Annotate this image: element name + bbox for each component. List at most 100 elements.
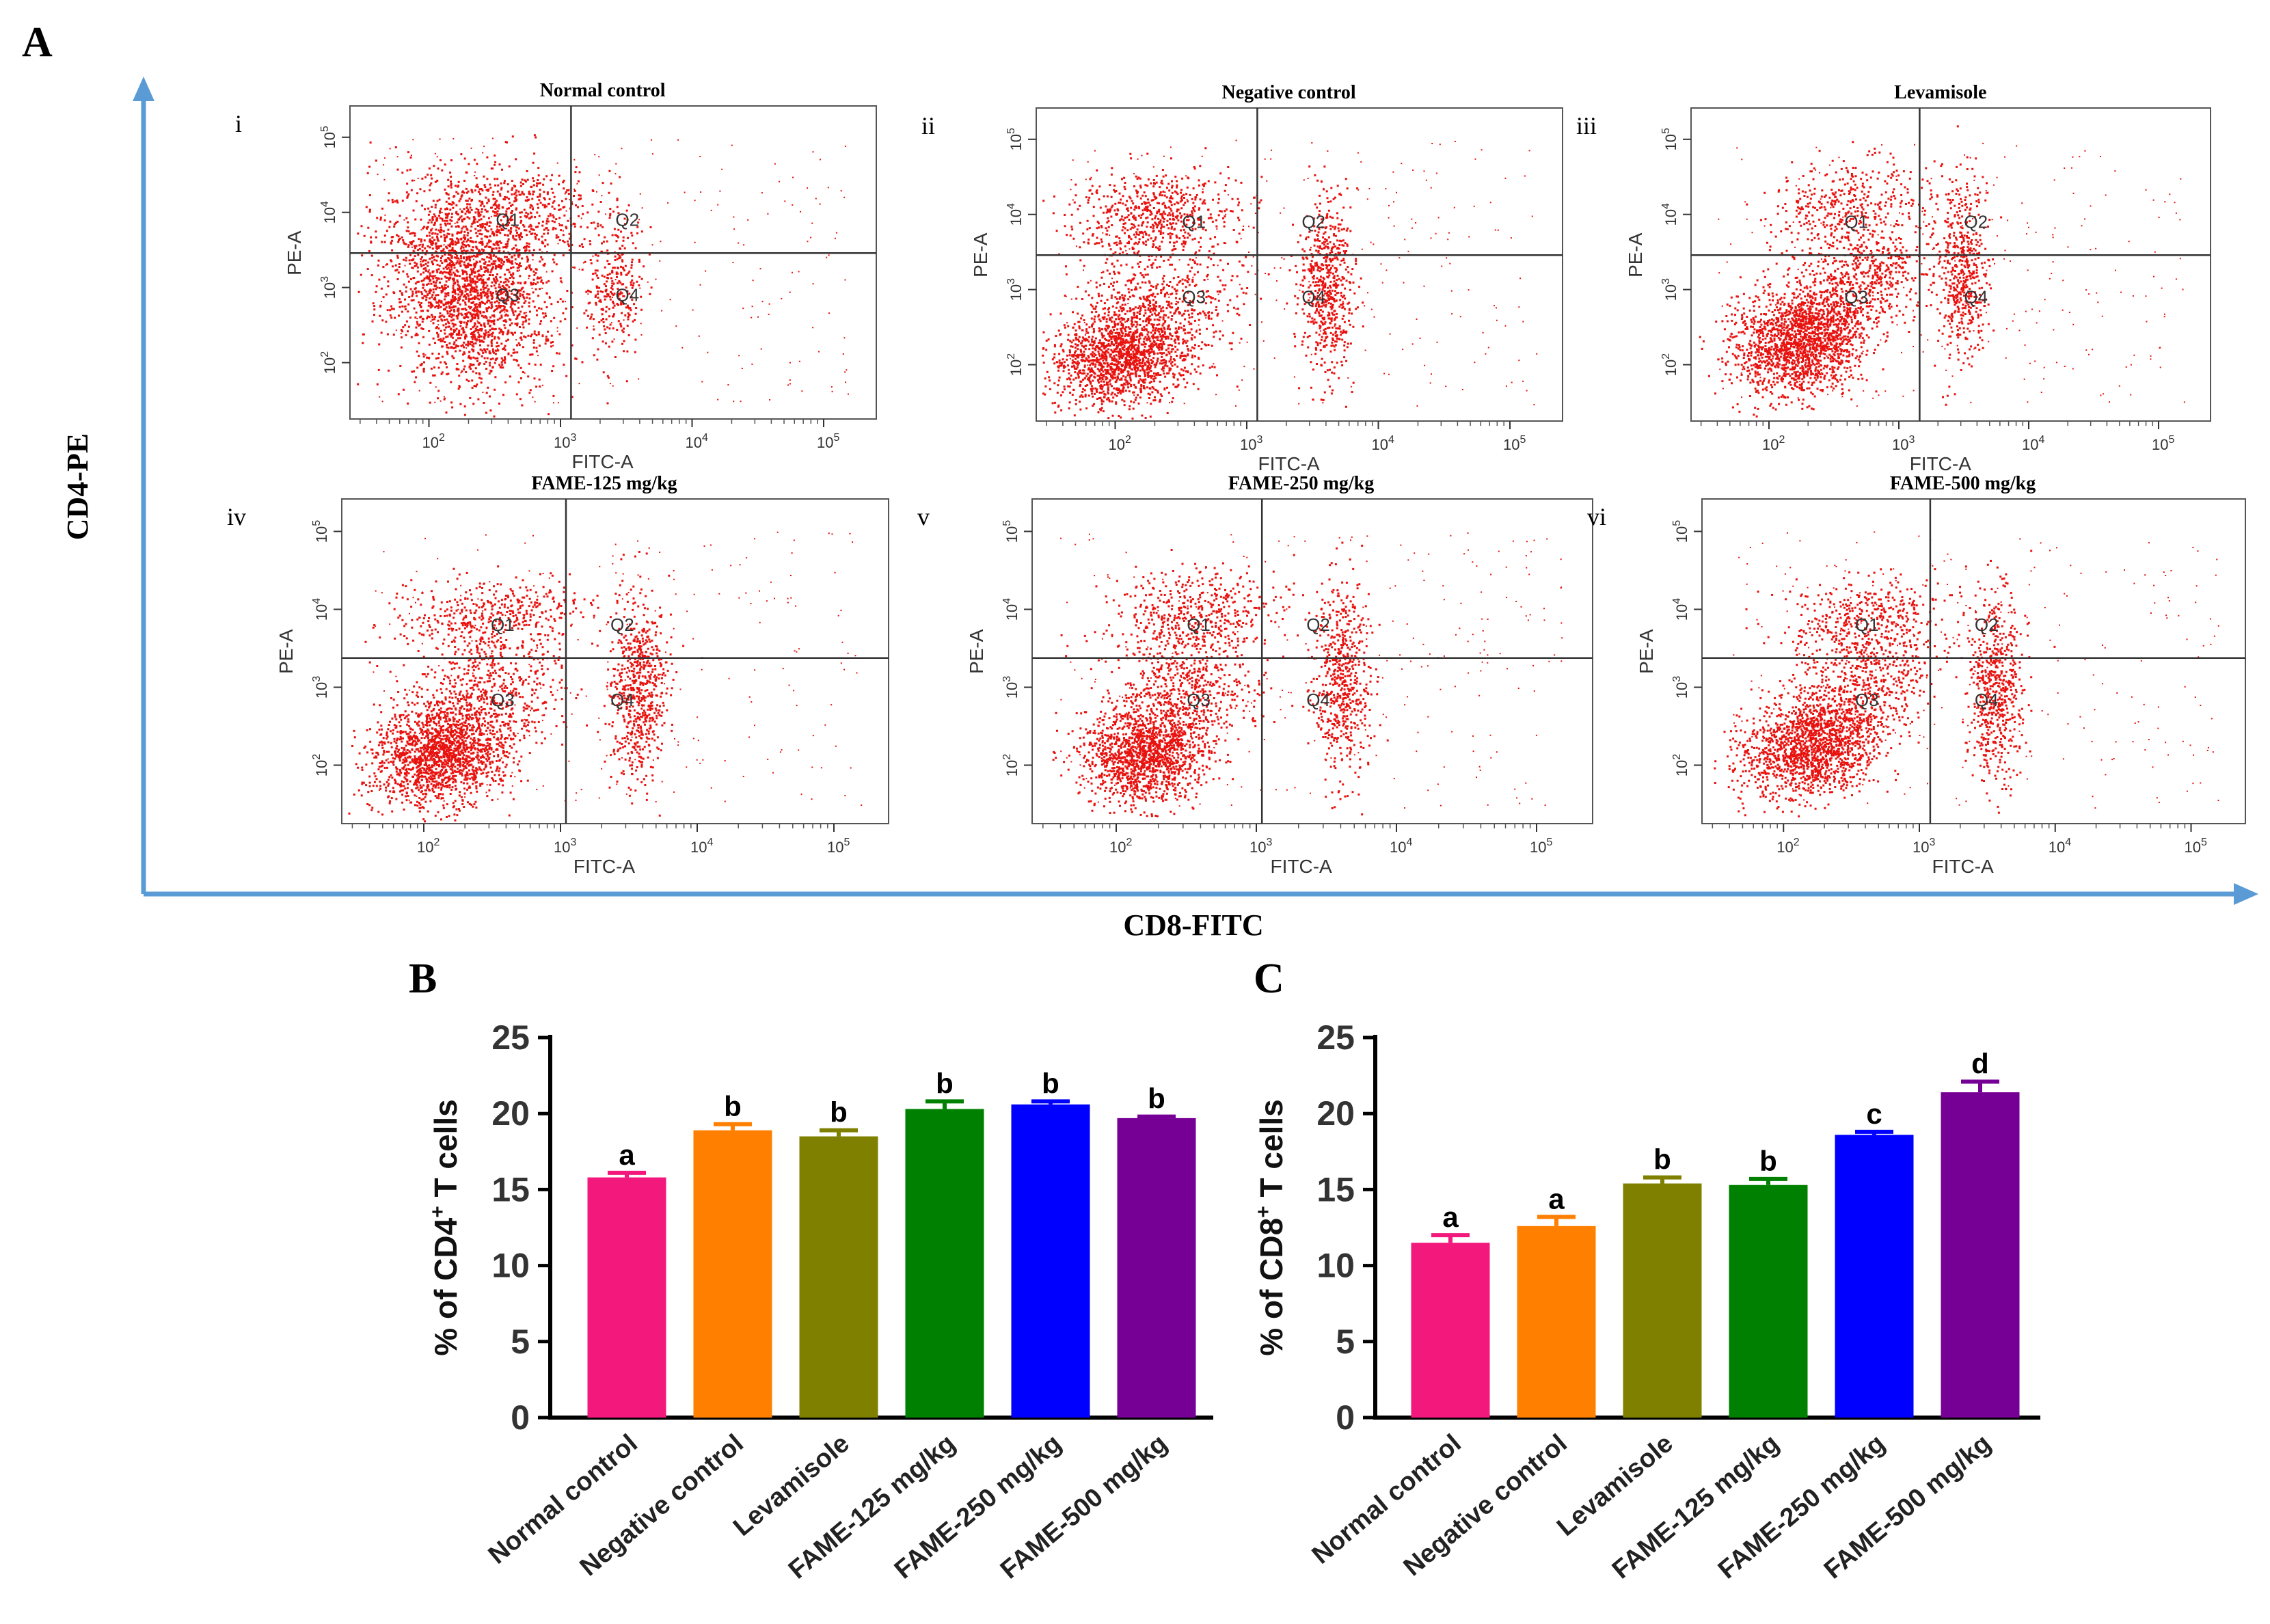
flow-plot-y-label: PE-A — [1625, 232, 1646, 278]
bar — [1011, 1104, 1090, 1418]
x-tick-label: 102 — [422, 432, 445, 451]
flow-plot-dots — [1052, 532, 1563, 817]
quadrant-label: Q1 — [496, 209, 519, 230]
y-tick-label: 5 — [1336, 1323, 1355, 1361]
flow-plot-events — [1699, 125, 2185, 418]
y-tick-label: 103 — [1001, 676, 1021, 699]
y-tick-label: 10 — [1316, 1247, 1355, 1285]
quadrant-label: Q4 — [1975, 690, 1999, 710]
y-tick-label: 105 — [1671, 520, 1690, 543]
quadrant-label: Q3 — [496, 284, 519, 305]
significance-label: b — [1148, 1083, 1165, 1115]
quadrant-label: Q1 — [491, 614, 515, 635]
panel-a-axes: CD4-PE CD8-FITC — [61, 77, 2258, 942]
y-tick-label: 102 — [311, 754, 330, 776]
y-tick-label: 103 — [1660, 278, 1679, 301]
flow-plot-events — [357, 134, 849, 418]
quadrant-label: Q2 — [1306, 614, 1330, 635]
significance-label: a — [1442, 1201, 1459, 1233]
flow-plot-events — [1714, 531, 2219, 817]
flow-plot-index: vi — [1587, 503, 1606, 530]
flow-plot-title: FAME-500 mg/kg — [1890, 473, 2036, 494]
quadrant-label: Q1 — [1187, 614, 1211, 635]
bar — [693, 1130, 772, 1418]
y-tick-label: 103 — [1005, 278, 1025, 301]
quadrant-label: Q4 — [1964, 286, 1988, 307]
panel-a-x-arrowhead — [2234, 883, 2258, 905]
flow-plot-frame — [1031, 498, 1593, 824]
x-tick-label: 102 — [417, 837, 440, 856]
flow-plots: i Normal control Q1 Q2 Q3 Q4 102 103 104 105 FITC-… — [227, 80, 2246, 877]
bar — [1117, 1118, 1196, 1418]
flow-plot-x-label: FITC-A — [1932, 856, 1994, 877]
x-tick-label: 105 — [1530, 837, 1552, 856]
quadrant-label: Q4 — [610, 690, 634, 710]
y-tick-label: 15 — [491, 1170, 530, 1208]
significance-label: b — [1653, 1143, 1671, 1176]
significance-label: d — [1971, 1047, 1989, 1079]
flow-plot-y-label: PE-A — [275, 629, 297, 674]
y-tick-label: 104 — [1001, 598, 1021, 621]
x-tick-label: 105 — [817, 432, 839, 451]
quadrant-label: Q3 — [491, 690, 515, 710]
x-tick-label: 105 — [2185, 837, 2207, 856]
flow-plot-frame — [1701, 498, 2246, 824]
quadrant-label: Q3 — [1855, 690, 1879, 710]
bar — [1835, 1135, 1914, 1418]
bar — [1623, 1183, 1702, 1418]
x-tick-label: 104 — [686, 432, 708, 451]
bar — [587, 1177, 666, 1418]
flow-plot-dots — [1714, 531, 2219, 817]
x-tick-label: 102 — [1776, 837, 1799, 856]
y-tick-label: 105 — [1001, 520, 1021, 543]
y-tick-label: 102 — [1671, 754, 1690, 776]
flow-plot-y-label: PE-A — [966, 629, 987, 674]
x-tick-label: 102 — [1109, 434, 1131, 453]
flow-plot-x-label: FITC-A — [1270, 856, 1332, 877]
y-tick-label: 10 — [491, 1247, 530, 1285]
flow-plot-events — [1052, 532, 1563, 817]
bar — [1517, 1226, 1596, 1418]
flow-plot-x-label: FITC-A — [573, 856, 636, 877]
y-tick-label: 0 — [511, 1398, 530, 1437]
flow-plot-frame — [349, 105, 877, 420]
x-tick-label: 105 — [1503, 434, 1526, 453]
y-tick-label: 103 — [319, 276, 338, 299]
flow-plot-index: iii — [1576, 112, 1597, 139]
quadrant-label: Q2 — [1975, 614, 1999, 635]
bar — [905, 1109, 984, 1418]
flow-plot-x-label: FITC-A — [571, 451, 634, 472]
quadrant-label: Q4 — [1301, 286, 1325, 307]
quadrant-label: Q1 — [1855, 614, 1879, 635]
significance-label: b — [830, 1096, 848, 1128]
x-tick-label: 103 — [1240, 434, 1262, 453]
y-tick-label: 105 — [1660, 128, 1679, 150]
flow-plot-events — [348, 531, 863, 823]
y-tick-label: 104 — [311, 598, 330, 621]
y-tick-label: 104 — [1005, 203, 1025, 226]
flow-plot-dots — [357, 134, 849, 418]
flow-plot-title: FAME-250 mg/kg — [1228, 473, 1374, 494]
quadrant-label: Q2 — [615, 209, 639, 230]
panel-a-x-title: CD8-FITC — [1123, 908, 1263, 942]
flow-plot-dots — [1699, 125, 2185, 418]
flow-plot-title: Normal control — [540, 80, 666, 101]
flow-plot-dots — [1042, 139, 1538, 420]
significance-label: b — [936, 1067, 954, 1099]
significance-label: b — [1042, 1067, 1059, 1099]
y-tick-label: 104 — [1660, 203, 1679, 226]
quadrant-label: Q2 — [610, 614, 634, 635]
flow-plot-title: FAME-125 mg/kg — [531, 473, 677, 494]
flow-plot-frame — [1036, 107, 1563, 422]
y-tick-label: 103 — [311, 676, 330, 699]
quadrant-label: Q1 — [1844, 211, 1868, 232]
quadrant-label: Q3 — [1187, 690, 1211, 710]
flow-plot-dots — [348, 531, 863, 823]
x-tick-label: 104 — [1390, 837, 1412, 856]
x-tick-label: 102 — [1762, 434, 1785, 453]
y-tick-label: 0 — [1336, 1398, 1355, 1437]
flow-plot-vi: vi FAME-500 mg/kg Q1 Q2 Q3 Q4 102 103 104 105 FITC… — [1587, 473, 2246, 877]
y-tick-label: 104 — [319, 201, 338, 224]
x-tick-label: 103 — [554, 837, 576, 856]
